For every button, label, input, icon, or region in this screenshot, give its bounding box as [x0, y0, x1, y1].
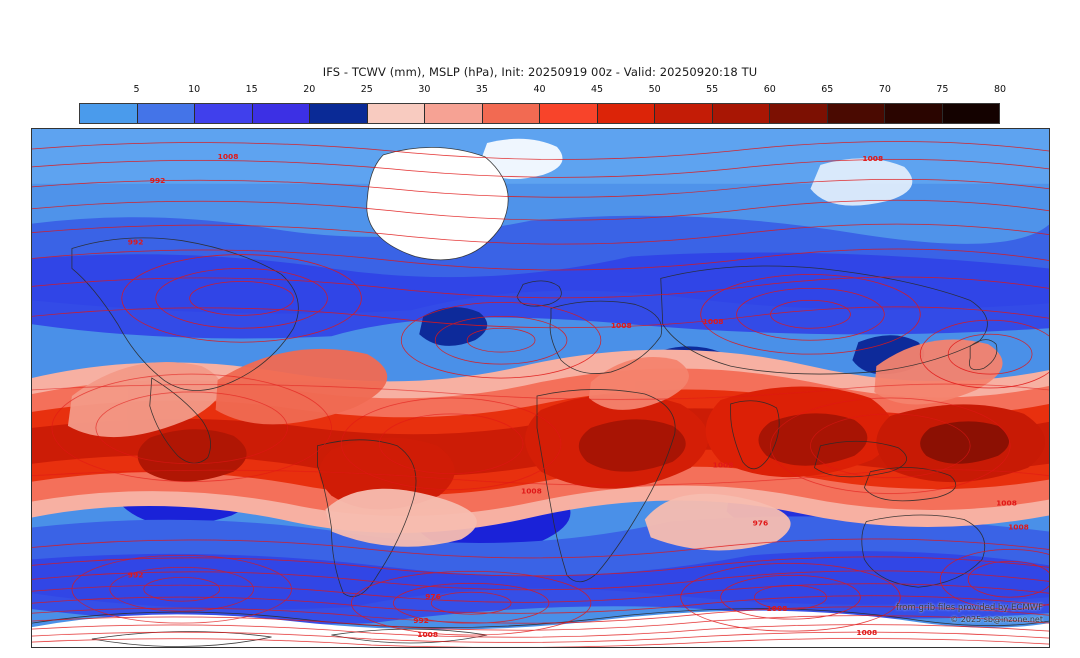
colorbar-bin-5 — [367, 104, 425, 123]
map-svg: 1008 992 992 1008 1008 1008 1008 1008 10… — [32, 129, 1049, 647]
colorbar-tick-80: 80 — [993, 84, 1007, 95]
colorbar-bin-3 — [252, 104, 310, 123]
isobar-label: 1008 — [611, 321, 632, 330]
isobar-label: 1008 — [996, 499, 1017, 508]
isobar-label: 992 — [128, 238, 144, 247]
colorbar-tick-10: 10 — [188, 84, 201, 95]
isobar-label: 1008 — [856, 628, 877, 637]
colorbar-tick-60: 60 — [763, 84, 776, 95]
colorbar-tick-30: 30 — [418, 84, 431, 95]
colorbar-bin-7 — [482, 104, 540, 123]
colorbar-bin-4 — [310, 104, 368, 123]
attribution-copyright: © 2025 sb@inzone.net — [950, 615, 1043, 624]
colorbar-swatches — [79, 103, 1000, 124]
colorbar: 5 10 15 20 25 30 35 40 45 50 55 60 65 70 75 80 — [79, 84, 1007, 124]
attribution: from grib files provided by ECMWF © 2025… — [896, 603, 1043, 625]
colorbar-bin-2 — [195, 104, 253, 123]
colorbar-tick-65: 65 — [821, 84, 834, 95]
colorbar-tick-labels: 5 10 15 20 25 30 35 40 45 50 55 60 65 70 75 80 — [79, 84, 1007, 99]
page-title: IFS - TCWV (mm), MSLP (hPa), Init: 20250… — [322, 65, 758, 79]
colorbar-bin-8 — [540, 104, 598, 123]
colorbar-tick-40: 40 — [533, 84, 546, 95]
dry-white-zones — [32, 138, 1049, 647]
isobar-labels: 1008 992 992 1008 1008 1008 1008 1008 10… — [128, 152, 1029, 639]
colorbar-bin-0 — [80, 104, 138, 123]
colorbar-tick-75: 75 — [936, 84, 949, 95]
colorbar-tick-50: 50 — [648, 84, 661, 95]
isobar-label: 976 — [425, 592, 441, 601]
colorbar-bin-10 — [655, 104, 713, 123]
isobar-label: 1008 — [767, 604, 788, 613]
isobar-label: 1008 — [713, 461, 734, 470]
colorbar-tick-5: 5 — [133, 84, 140, 95]
isobar-label: 976 — [753, 518, 769, 527]
tcwv-plumes — [67, 339, 1003, 551]
isobar-label: 1008 — [1008, 522, 1029, 531]
colorbar-tick-15: 15 — [245, 84, 258, 95]
isobar-label: 992 — [413, 616, 429, 625]
map-canvas[interactable]: 1008 992 992 1008 1008 1008 1008 1008 10… — [31, 128, 1050, 648]
isobar-label: 1008 — [862, 154, 883, 163]
isobar-label: 1008 — [218, 152, 239, 161]
colorbar-bin-11 — [712, 104, 770, 123]
colorbar-tick-55: 55 — [706, 84, 719, 95]
isobar-label: 992 — [128, 570, 144, 579]
isobar-label: 1008 — [417, 630, 438, 639]
colorbar-bin-15 — [942, 104, 999, 123]
colorbar-tick-25: 25 — [360, 84, 373, 95]
colorbar-tick-20: 20 — [303, 84, 316, 95]
colorbar-bin-14 — [885, 104, 943, 123]
isobar-label: 1008 — [703, 317, 724, 326]
colorbar-tick-45: 45 — [591, 84, 604, 95]
isobar-label: 992 — [150, 176, 166, 185]
colorbar-bin-12 — [770, 104, 828, 123]
attribution-source: from grib files provided by ECMWF — [896, 603, 1043, 613]
colorbar-bin-6 — [425, 104, 483, 123]
colorbar-tick-70: 70 — [878, 84, 891, 95]
colorbar-bin-9 — [597, 104, 655, 123]
colorbar-bin-13 — [827, 104, 885, 123]
colorbar-tick-35: 35 — [475, 84, 488, 95]
isobar-label: 1008 — [521, 487, 542, 496]
colorbar-bin-1 — [137, 104, 195, 123]
coastlines — [32, 147, 1049, 647]
mslp-isobars — [32, 141, 1049, 647]
